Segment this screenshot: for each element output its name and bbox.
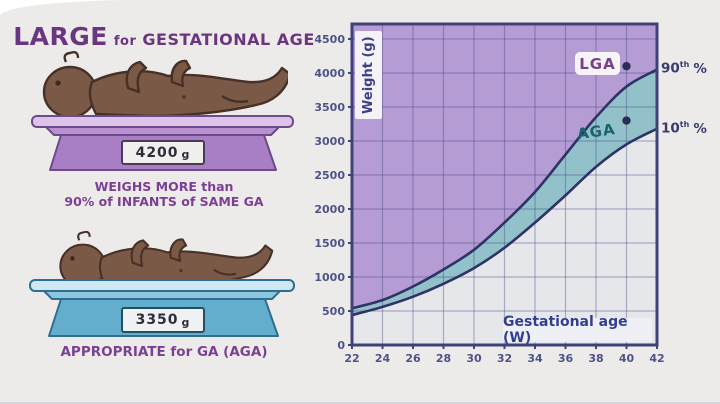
scale-lip [45, 126, 280, 136]
curve-10th-percentile [351, 127, 658, 317]
x-tick-label: 22 [344, 352, 359, 365]
x-tick-label: 32 [497, 352, 512, 365]
y-tick-label: 0 [337, 339, 345, 352]
y-tick-label: 2000 [314, 203, 345, 216]
x-tick-label: 38 [588, 352, 603, 365]
lga-scale-readout: 4200 g [122, 141, 204, 164]
lga-baby-illustration [42, 50, 288, 119]
aga-weight-unit: g [181, 315, 191, 329]
x-tick-label: 42 [649, 352, 664, 365]
title-word-large: LARGE [13, 22, 108, 51]
y-tick-label: 1000 [314, 271, 345, 284]
x-tick-label: 26 [405, 352, 421, 365]
x-tick-label: 40 [619, 352, 635, 365]
p10-sup: th [679, 120, 690, 129]
baby-leg-crease [213, 268, 237, 276]
baby-arm [130, 239, 150, 268]
baby-arm [125, 60, 148, 94]
page-title: LARGE for GESTATIONAL AGE [13, 22, 314, 51]
baby-hair-curl [77, 230, 91, 241]
lga-curve-label: LGA [575, 52, 620, 75]
lga-scale-illustration [31, 115, 294, 171]
x-tick-label: 30 [466, 352, 482, 365]
scale-lip [43, 290, 281, 300]
x-tick-label: 28 [436, 352, 451, 365]
baby-hand [170, 59, 192, 88]
aga-caption: APPROPRIATE for GA (AGA) [60, 344, 268, 360]
x-tick-label: 24 [375, 352, 391, 365]
p90-sup: th [679, 60, 690, 69]
lga-caption-line2: 90% of INFANTS of SAME GA [64, 194, 264, 209]
baby-hair-curl [63, 50, 80, 63]
title-word-for: for [113, 34, 137, 49]
scale-display [121, 140, 205, 165]
x-tick-label: 34 [527, 352, 543, 365]
lga-data-point [622, 61, 631, 71]
p10-percentile-label: 10th% [661, 120, 707, 137]
p90-percentile-label: 90th% [661, 60, 707, 77]
lga-caption-line1: WEIGHS MORE than [94, 179, 234, 194]
y-tick-label: 4000 [314, 67, 345, 80]
baby-hand [169, 238, 188, 263]
x-axis-label: Gestational age (W) [503, 314, 652, 346]
y-tick-label: 3500 [314, 101, 345, 114]
y-axis-label: Weight (g) [355, 31, 382, 119]
aga-data-point [622, 116, 631, 125]
region-lga [352, 24, 657, 309]
p90-num: 90 [661, 60, 680, 77]
baby-navel [179, 268, 183, 273]
y-tick-label: 1500 [314, 237, 345, 250]
region-aga-band [352, 69, 657, 316]
p10-num: 10 [661, 120, 680, 137]
lga-weight-unit: g [181, 148, 191, 161]
baby-eye [55, 80, 61, 86]
y-tick-label: 2500 [314, 169, 345, 182]
baby-leg-crease [221, 94, 249, 104]
aga-scale-illustration [29, 279, 295, 337]
scale-display [121, 307, 205, 333]
baby-eye [70, 256, 75, 261]
aga-weight-value: 3350 [135, 312, 179, 328]
y-tick-label: 4500 [314, 33, 345, 46]
y-tick-label: 3000 [314, 135, 345, 148]
aga-scale-readout: 3350 g [122, 308, 204, 332]
curve-90th-percentile [351, 68, 658, 310]
p90-percent-sign: % [693, 60, 707, 77]
lga-caption: WEIGHS MORE than 90% of INFANTS of SAME … [18, 179, 310, 209]
p10-percent-sign: % [693, 120, 707, 137]
baby-navel [182, 95, 186, 99]
x-tick-label: 36 [558, 352, 574, 365]
title-word-rest: GESTATIONAL AGE [142, 30, 315, 49]
bottom-frame-edge [0, 402, 720, 404]
y-tick-label: 500 [322, 305, 345, 318]
lga-weight-value: 4200 [135, 144, 179, 161]
chart-border [350, 22, 659, 347]
